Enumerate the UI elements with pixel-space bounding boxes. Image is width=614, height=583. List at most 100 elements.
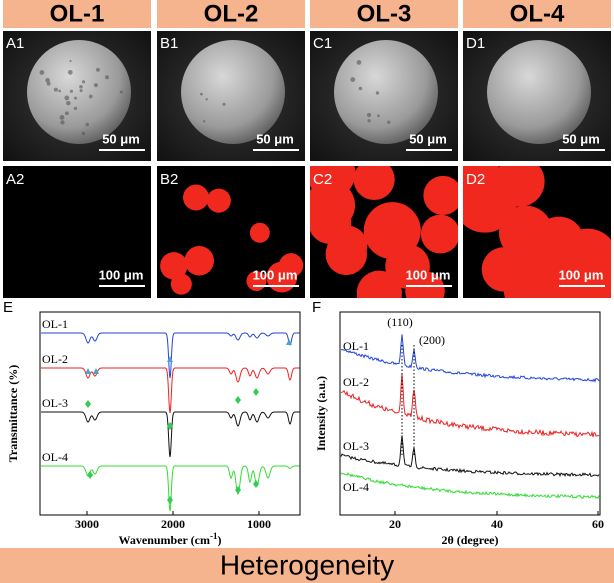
surface-pit (366, 112, 372, 118)
axis-title: Transmittance (%) (6, 365, 20, 462)
xrd-curve (340, 334, 600, 383)
red-droplet (184, 246, 215, 276)
series-label: OL-3 (42, 396, 68, 410)
x-tick-label: 60 (592, 517, 604, 531)
surface-pit (205, 98, 208, 101)
ftir-curve (41, 367, 300, 414)
ftir-curve (41, 332, 300, 379)
red-droplet (170, 273, 192, 295)
series-label: OL-3 (343, 439, 369, 453)
series-label: OL-2 (343, 375, 369, 389)
axis-title-part: Wavenumber (cm (119, 533, 210, 547)
series-label: OL-1 (42, 317, 68, 331)
marker-triangle (167, 356, 173, 362)
red-droplet (206, 188, 231, 213)
marker-diamond (253, 480, 259, 488)
marker-triangle (85, 368, 91, 374)
surface-pit (356, 60, 362, 65)
panel-label: E (3, 299, 13, 316)
header-cell (157, 0, 305, 28)
surface-pit (79, 89, 83, 93)
panel-label: C1 (313, 35, 332, 52)
x-tick-label: 40 (491, 517, 503, 531)
red-droplet (278, 253, 304, 278)
surface-pit (96, 67, 100, 72)
surface-pit (81, 131, 86, 136)
panel-label: A1 (6, 35, 24, 52)
x-tick-label: 3000 (75, 517, 99, 531)
footer-title: Heterogeneity (220, 549, 394, 580)
microsphere (181, 40, 285, 144)
series-label: OL-1 (343, 339, 369, 353)
scale-bar-label: 50 μm (256, 131, 294, 146)
panel-label: B2 (160, 171, 178, 188)
panel-label: D1 (466, 35, 485, 52)
marker-diamond (87, 471, 93, 479)
surface-pit (74, 96, 77, 100)
surface-pit (58, 89, 61, 93)
panel-label: A2 (6, 171, 24, 188)
red-droplet (249, 222, 270, 243)
surface-pit (67, 69, 73, 75)
scale-bar-label: 100 μm (559, 267, 604, 282)
scale-bar-label: 100 μm (253, 267, 298, 282)
microsphere (27, 40, 131, 144)
marker-diamond (253, 388, 259, 396)
red-droplet (423, 175, 458, 216)
surface-pit (79, 84, 83, 89)
red-droplet (420, 214, 458, 254)
red-droplet (363, 202, 421, 260)
marker-diamond (235, 486, 241, 494)
series-label: OL-2 (42, 352, 68, 366)
surface-pit (81, 80, 86, 84)
plot-frame (339, 311, 601, 516)
surface-pit (53, 87, 58, 92)
axis-title: Wavenumber (cm-1) (119, 531, 222, 547)
surface-pit (200, 92, 203, 96)
header-cell (310, 0, 458, 28)
header-label: OL-3 (357, 0, 412, 27)
series-label: OL-4 (42, 450, 68, 464)
droplets (463, 166, 611, 298)
fluorescence-image (3, 166, 151, 298)
x-tick-label: 1000 (247, 517, 271, 531)
surface-pit (64, 95, 70, 101)
surface-pit (64, 111, 69, 116)
red-droplet (353, 166, 395, 201)
axis-title: 2θ (degree) (441, 533, 498, 547)
microsphere (334, 40, 438, 144)
scale-bar-label: 50 μm (562, 131, 600, 146)
surface-pit (93, 83, 98, 88)
surface-pit (73, 106, 78, 111)
droplets (160, 184, 304, 295)
surface-pit (350, 77, 356, 82)
surface-pit (69, 59, 72, 63)
surface-pit (119, 90, 123, 94)
peak-label: (110) (387, 315, 413, 329)
surface-pit (202, 120, 206, 123)
red-droplet (183, 184, 209, 211)
surface-pit (358, 86, 363, 91)
marker-triangle (286, 339, 292, 345)
scale-bar-label: 50 μm (102, 131, 140, 146)
xrd-curve (340, 472, 600, 500)
header-cell (463, 0, 611, 28)
droplets (310, 166, 458, 298)
ftir-curve (41, 411, 300, 458)
header-label: OL-2 (204, 0, 259, 27)
surface-pit (387, 120, 391, 124)
scale-bar-label: 50 μm (409, 131, 447, 146)
ftir-curve (41, 465, 300, 512)
header-label: OL-1 (50, 0, 105, 27)
surface-pit (45, 77, 50, 83)
red-droplet (160, 252, 188, 280)
axis-title-part: ) (217, 533, 221, 547)
surface-pit (85, 122, 90, 127)
xrd-curve (340, 435, 600, 478)
surface-pit (88, 94, 93, 99)
panel-label: F (312, 299, 321, 316)
plot-frame (39, 311, 301, 516)
surface-pit (59, 115, 65, 120)
header-label: OL-4 (510, 0, 565, 27)
marker-diamond (85, 400, 91, 408)
